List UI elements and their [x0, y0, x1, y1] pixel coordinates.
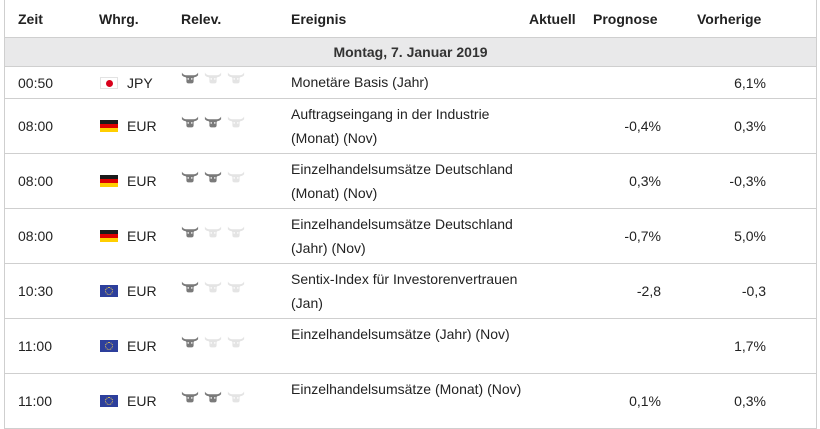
- germany-flag-icon: [100, 120, 118, 132]
- previous-value: 0,3%: [734, 393, 766, 409]
- table-row[interactable]: 11:00 EUR Einzelhandelsumsätze (Jahr) (Nov…: [5, 319, 816, 374]
- event-time: 08:00: [18, 173, 54, 189]
- bull-icon: [181, 279, 199, 295]
- event-time: 08:00: [18, 118, 54, 134]
- event-name[interactable]: Sentix-Index für Investorenvertrauen (Ja…: [291, 271, 518, 311]
- col-header-zeit[interactable]: Zeit: [18, 11, 43, 27]
- table-row[interactable]: 08:00 EUR Einzelhandelsumsätze Deutschland…: [5, 209, 816, 264]
- event-time: 10:30: [18, 283, 54, 299]
- col-header-vorherige[interactable]: Vorherige: [697, 11, 762, 27]
- currency-code: EUR: [127, 338, 157, 354]
- table-row[interactable]: 10:30 EUR Sentix-Index für Investorenvertr…: [5, 264, 816, 319]
- table-row[interactable]: 00:50 JPY Monetäre Basis (Jahr) 6,1%: [5, 67, 816, 99]
- col-header-prognose[interactable]: Prognose: [593, 11, 658, 27]
- col-header-relev[interactable]: Relev.: [181, 11, 222, 27]
- currency-code: EUR: [127, 228, 157, 244]
- forecast-value: 0,3%: [629, 173, 661, 189]
- event-name[interactable]: Einzelhandelsumsätze Deutschland (Monat)…: [291, 161, 513, 201]
- eu-flag-icon: [100, 285, 118, 297]
- col-header-aktuell[interactable]: Aktuell: [529, 11, 576, 27]
- event-time: 08:00: [18, 228, 54, 244]
- bull-icon: [204, 224, 222, 240]
- eu-flag-icon: [100, 340, 118, 352]
- table-row[interactable]: 08:00 EUR Einzelhandelsumsätze Deutschland…: [5, 154, 816, 209]
- bull-icon: [181, 224, 199, 240]
- currency-code: EUR: [127, 283, 157, 299]
- bull-icon: [181, 334, 199, 350]
- previous-value: -0,3: [741, 283, 766, 299]
- bull-icon: [227, 114, 245, 130]
- col-header-ereignis[interactable]: Ereignis: [291, 11, 347, 27]
- bull-icon: [227, 389, 245, 405]
- event-time: 00:50: [18, 75, 54, 91]
- bull-icon: [227, 169, 245, 185]
- col-header-whrg[interactable]: Whrg.: [99, 11, 139, 27]
- bull-icon: [204, 169, 222, 185]
- japan-flag-icon: [100, 77, 118, 89]
- relevance-rating: [181, 169, 245, 187]
- bull-icon: [204, 70, 222, 86]
- forecast-value: -0,4%: [624, 118, 661, 134]
- currency-code: EUR: [127, 393, 157, 409]
- event-time: 11:00: [18, 338, 52, 354]
- relevance-rating: [181, 114, 245, 132]
- previous-value: 1,7%: [734, 338, 766, 354]
- forecast-value: 0,1%: [629, 393, 661, 409]
- bull-icon: [204, 279, 222, 295]
- forecast-value: -2,8: [636, 283, 661, 299]
- table-row[interactable]: 11:00 EUR Einzelhandelsumsätze (Monat) (No…: [5, 374, 816, 428]
- previous-value: 0,3%: [734, 118, 766, 134]
- eu-flag-icon: [100, 395, 118, 407]
- bull-icon: [227, 70, 245, 86]
- germany-flag-icon: [100, 230, 118, 242]
- relevance-rating: [181, 224, 245, 242]
- relevance-rating: [181, 334, 245, 352]
- bull-icon: [227, 224, 245, 240]
- day-separator: Montag, 7. Januar 2019: [5, 37, 816, 67]
- table-row[interactable]: 08:00 EUR Auftragseingang in der Industrie…: [5, 99, 816, 154]
- event-name[interactable]: Monetäre Basis (Jahr): [291, 74, 429, 90]
- germany-flag-icon: [100, 175, 118, 187]
- bull-icon: [181, 114, 199, 130]
- event-name[interactable]: Einzelhandelsumsätze Deutschland (Jahr) …: [291, 216, 513, 256]
- event-time: 11:00: [18, 393, 52, 409]
- bull-icon: [181, 70, 199, 86]
- event-name[interactable]: Einzelhandelsumsätze (Jahr) (Nov): [291, 326, 510, 342]
- event-list: 00:50 JPY Monetäre Basis (Jahr) 6,1% 08:00 EU…: [5, 67, 816, 428]
- event-name[interactable]: Auftragseingang in der Industrie (Monat)…: [291, 106, 490, 146]
- currency-code: EUR: [127, 118, 157, 134]
- previous-value: 6,1%: [734, 75, 766, 91]
- bull-icon: [204, 334, 222, 350]
- bull-icon: [227, 279, 245, 295]
- forecast-value: -0,7%: [624, 228, 661, 244]
- bull-icon: [204, 114, 222, 130]
- relevance-rating: [181, 70, 245, 88]
- bull-icon: [204, 389, 222, 405]
- economic-calendar: Zeit Whrg. Relev. Ereignis Aktuell Progn…: [4, 0, 817, 429]
- bull-icon: [227, 334, 245, 350]
- relevance-rating: [181, 389, 245, 407]
- currency-code: EUR: [127, 173, 157, 189]
- table-header: Zeit Whrg. Relev. Ereignis Aktuell Progn…: [5, 0, 816, 37]
- relevance-rating: [181, 279, 245, 297]
- event-name[interactable]: Einzelhandelsumsätze (Monat) (Nov): [291, 381, 522, 397]
- previous-value: -0,3%: [729, 173, 766, 189]
- bull-icon: [181, 389, 199, 405]
- bull-icon: [181, 169, 199, 185]
- currency-code: JPY: [127, 75, 153, 91]
- previous-value: 5,0%: [734, 228, 766, 244]
